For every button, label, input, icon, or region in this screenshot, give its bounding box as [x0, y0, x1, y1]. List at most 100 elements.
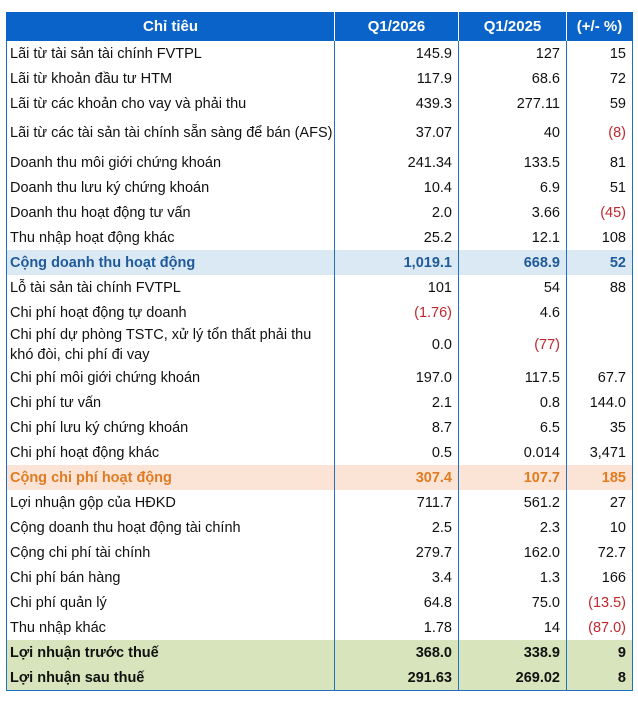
- row-label: Doanh thu môi giới chứng khoán: [6, 150, 335, 175]
- value-change: (45): [566, 200, 633, 225]
- table-row: Doanh thu lưu ký chứng khoán 10.4 6.9 51: [6, 175, 633, 200]
- value-q1-2025: 117.5: [458, 365, 567, 390]
- table-row: Doanh thu môi giới chứng khoán 241.34 133.…: [6, 150, 633, 175]
- value-q1-2026: 2.1: [334, 390, 459, 415]
- table-row: Lãi từ tài sản tài chính FVTPL 145.9 127 15: [6, 41, 633, 66]
- profit-before-tax-row: Lợi nhuận trước thuế 368.0 338.9 9: [6, 640, 633, 665]
- value-change: [566, 325, 633, 365]
- value-q1-2026: 291.63: [334, 665, 459, 691]
- table-row: Chi phí bán hàng 3.4 1.3 166: [6, 565, 633, 590]
- table-row: Lãi từ các khoản cho vay và phải thu 439.…: [6, 91, 633, 116]
- header-q1-2026: Q1/2026: [334, 12, 459, 41]
- value-q1-2025: 277.11: [458, 91, 567, 116]
- row-label: Cộng doanh thu hoạt động tài chính: [6, 515, 335, 540]
- value-q1-2026: 197.0: [334, 365, 459, 390]
- row-label: Cộng doanh thu hoạt động: [6, 250, 335, 275]
- value-q1-2026: 145.9: [334, 41, 459, 66]
- value-q1-2026: 0.5: [334, 440, 459, 465]
- value-q1-2025: 2.3: [458, 515, 567, 540]
- value-q1-2026: 64.8: [334, 590, 459, 615]
- value-change: (8): [566, 116, 633, 150]
- value-q1-2026: 241.34: [334, 150, 459, 175]
- value-q1-2025: 561.2: [458, 490, 567, 515]
- value-change: 52: [566, 250, 633, 275]
- value-change: 88: [566, 275, 633, 300]
- row-label: Chi phí môi giới chứng khoán: [6, 365, 335, 390]
- value-q1-2026: 3.4: [334, 565, 459, 590]
- value-q1-2025: 12.1: [458, 225, 567, 250]
- row-label: Chi phí hoạt động tự doanh: [6, 300, 335, 325]
- value-q1-2025: 127: [458, 41, 567, 66]
- row-label: Lợi nhuận trước thuế: [6, 640, 335, 665]
- value-q1-2026: 0.0: [334, 325, 459, 365]
- value-change: 51: [566, 175, 633, 200]
- row-label: Chi phí quản lý: [6, 590, 335, 615]
- value-q1-2025: (77): [458, 325, 567, 365]
- value-q1-2026: 117.9: [334, 66, 459, 91]
- value-change: 15: [566, 41, 633, 66]
- value-change: (13.5): [566, 590, 633, 615]
- value-q1-2026: (1.76): [334, 300, 459, 325]
- row-label: Lãi từ tài sản tài chính FVTPL: [6, 41, 335, 66]
- value-q1-2025: 162.0: [458, 540, 567, 565]
- value-change: 67.7: [566, 365, 633, 390]
- value-change: [566, 300, 633, 325]
- table-row: Chi phí hoạt động khác 0.5 0.014 3,471: [6, 440, 633, 465]
- header-q1-2025: Q1/2025: [458, 12, 567, 41]
- row-label: Lợi nhuận sau thuế: [6, 665, 335, 691]
- value-change: 81: [566, 150, 633, 175]
- value-q1-2026: 37.07: [334, 116, 459, 150]
- value-q1-2025: 668.9: [458, 250, 567, 275]
- table-row: Chi phí dự phòng TSTC, xử lý tổn thất ph…: [6, 325, 633, 365]
- value-q1-2026: 439.3: [334, 91, 459, 116]
- value-change: 3,471: [566, 440, 633, 465]
- financial-results-table: Chỉ tiêu Q1/2026 Q1/2025 (+/- %) Lãi từ …: [6, 12, 633, 691]
- value-q1-2025: 0.8: [458, 390, 567, 415]
- value-q1-2025: 75.0: [458, 590, 567, 615]
- value-change: (87.0): [566, 615, 633, 640]
- value-q1-2025: 54: [458, 275, 567, 300]
- value-q1-2026: 1.78: [334, 615, 459, 640]
- value-change: 10: [566, 515, 633, 540]
- table-header-row: Chỉ tiêu Q1/2026 Q1/2025 (+/- %): [6, 12, 633, 41]
- table-row: Chi phí hoạt động tự doanh (1.76) 4.6: [6, 300, 633, 325]
- row-label: Doanh thu lưu ký chứng khoán: [6, 175, 335, 200]
- row-label: Lãi từ các khoản cho vay và phải thu: [6, 91, 335, 116]
- row-label: Chi phí bán hàng: [6, 565, 335, 590]
- value-q1-2026: 2.0: [334, 200, 459, 225]
- value-q1-2026: 279.7: [334, 540, 459, 565]
- value-change: 166: [566, 565, 633, 590]
- table-row: Chi phí tư vấn 2.1 0.8 144.0: [6, 390, 633, 415]
- value-q1-2026: 1,019.1: [334, 250, 459, 275]
- value-q1-2025: 0.014: [458, 440, 567, 465]
- value-change: 144.0: [566, 390, 633, 415]
- value-q1-2025: 3.66: [458, 200, 567, 225]
- table-row: Lỗ tài sản tài chính FVTPL 101 54 88: [6, 275, 633, 300]
- row-label: Lãi từ các tài sản tài chính sẵn sàng để…: [6, 116, 335, 150]
- value-change: 59: [566, 91, 633, 116]
- row-label: Cộng chi phí tài chính: [6, 540, 335, 565]
- table-row: Lãi từ khoản đầu tư HTM 117.9 68.6 72: [6, 66, 633, 91]
- value-change: 185: [566, 465, 633, 490]
- value-q1-2026: 711.7: [334, 490, 459, 515]
- row-label: Chi phí tư vấn: [6, 390, 335, 415]
- row-label: Thu nhập hoạt động khác: [6, 225, 335, 250]
- value-change: 9: [566, 640, 633, 665]
- table-row: Cộng doanh thu hoạt động tài chính 2.5 2.3…: [6, 515, 633, 540]
- table-row: Lợi nhuận gộp của HĐKD 711.7 561.2 27: [6, 490, 633, 515]
- value-q1-2025: 6.9: [458, 175, 567, 200]
- value-q1-2026: 25.2: [334, 225, 459, 250]
- total-revenue-row: Cộng doanh thu hoạt động 1,019.1 668.9 52: [6, 250, 633, 275]
- value-q1-2025: 40: [458, 116, 567, 150]
- table-row: Lãi từ các tài sản tài chính sẵn sàng để…: [6, 116, 633, 150]
- table-row: Chi phí lưu ký chứng khoán 8.7 6.5 35: [6, 415, 633, 440]
- table-row: Chi phí môi giới chứng khoán 197.0 117.5 67…: [6, 365, 633, 390]
- value-change: 72.7: [566, 540, 633, 565]
- value-q1-2025: 133.5: [458, 150, 567, 175]
- row-label: Cộng chi phí hoạt động: [6, 465, 335, 490]
- value-change: 108: [566, 225, 633, 250]
- value-change: 35: [566, 415, 633, 440]
- row-label: Lỗ tài sản tài chính FVTPL: [6, 275, 335, 300]
- row-label: Chi phí hoạt động khác: [6, 440, 335, 465]
- row-label: Lãi từ khoản đầu tư HTM: [6, 66, 335, 91]
